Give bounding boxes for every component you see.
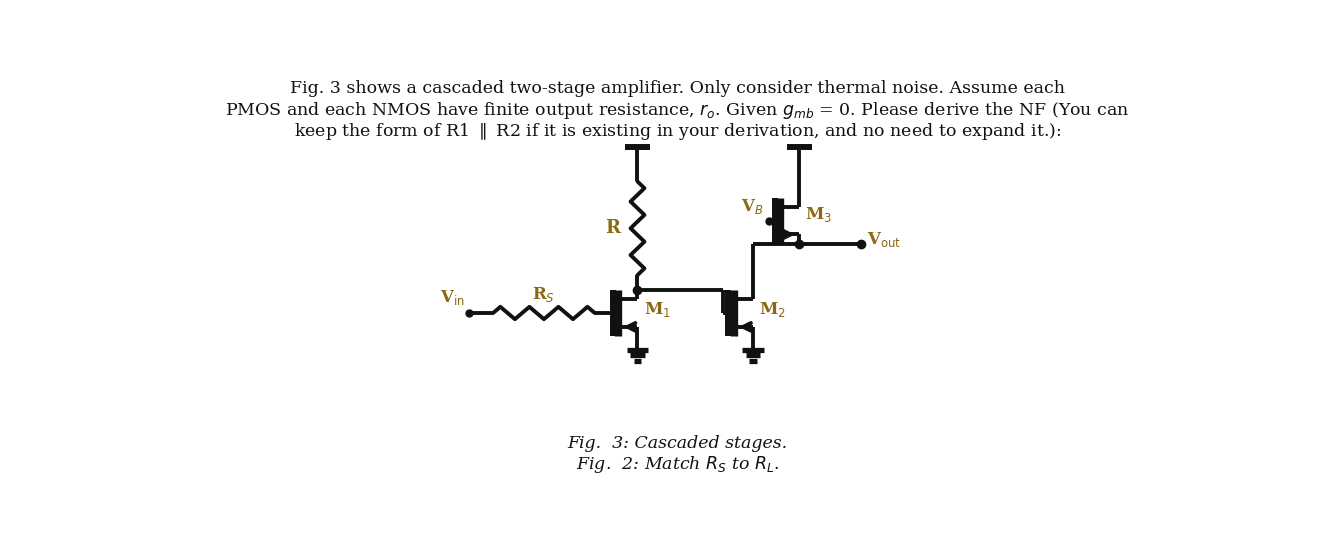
Text: M$_3$: M$_3$ [805, 205, 833, 224]
Text: R$_S$: R$_S$ [533, 285, 555, 304]
Text: V$_{\rm out}$: V$_{\rm out}$ [867, 230, 902, 249]
Text: M$_2$: M$_2$ [759, 300, 787, 319]
Text: Fig.  2: Match $R_S$ to $R_L$.: Fig. 2: Match $R_S$ to $R_L$. [575, 454, 780, 475]
Text: V$_{\rm in}$: V$_{\rm in}$ [440, 288, 465, 307]
Text: PMOS and each NMOS have finite output resistance, $r_o$. Given $g_{mb}$ = 0. Ple: PMOS and each NMOS have finite output re… [225, 100, 1130, 122]
Text: Fig.  3: Cascaded stages.: Fig. 3: Cascaded stages. [567, 436, 788, 452]
Text: V$_B$: V$_B$ [740, 197, 763, 216]
Text: keep the form of R1 $\parallel$ R2 if it is existing in your derivation, and no : keep the form of R1 $\parallel$ R2 if it… [293, 120, 1062, 142]
Text: Fig. 3 shows a cascaded two-stage amplifier. Only consider thermal noise. Assume: Fig. 3 shows a cascaded two-stage amplif… [290, 80, 1066, 98]
Text: M$_1$: M$_1$ [644, 300, 670, 319]
Text: R: R [605, 219, 620, 238]
